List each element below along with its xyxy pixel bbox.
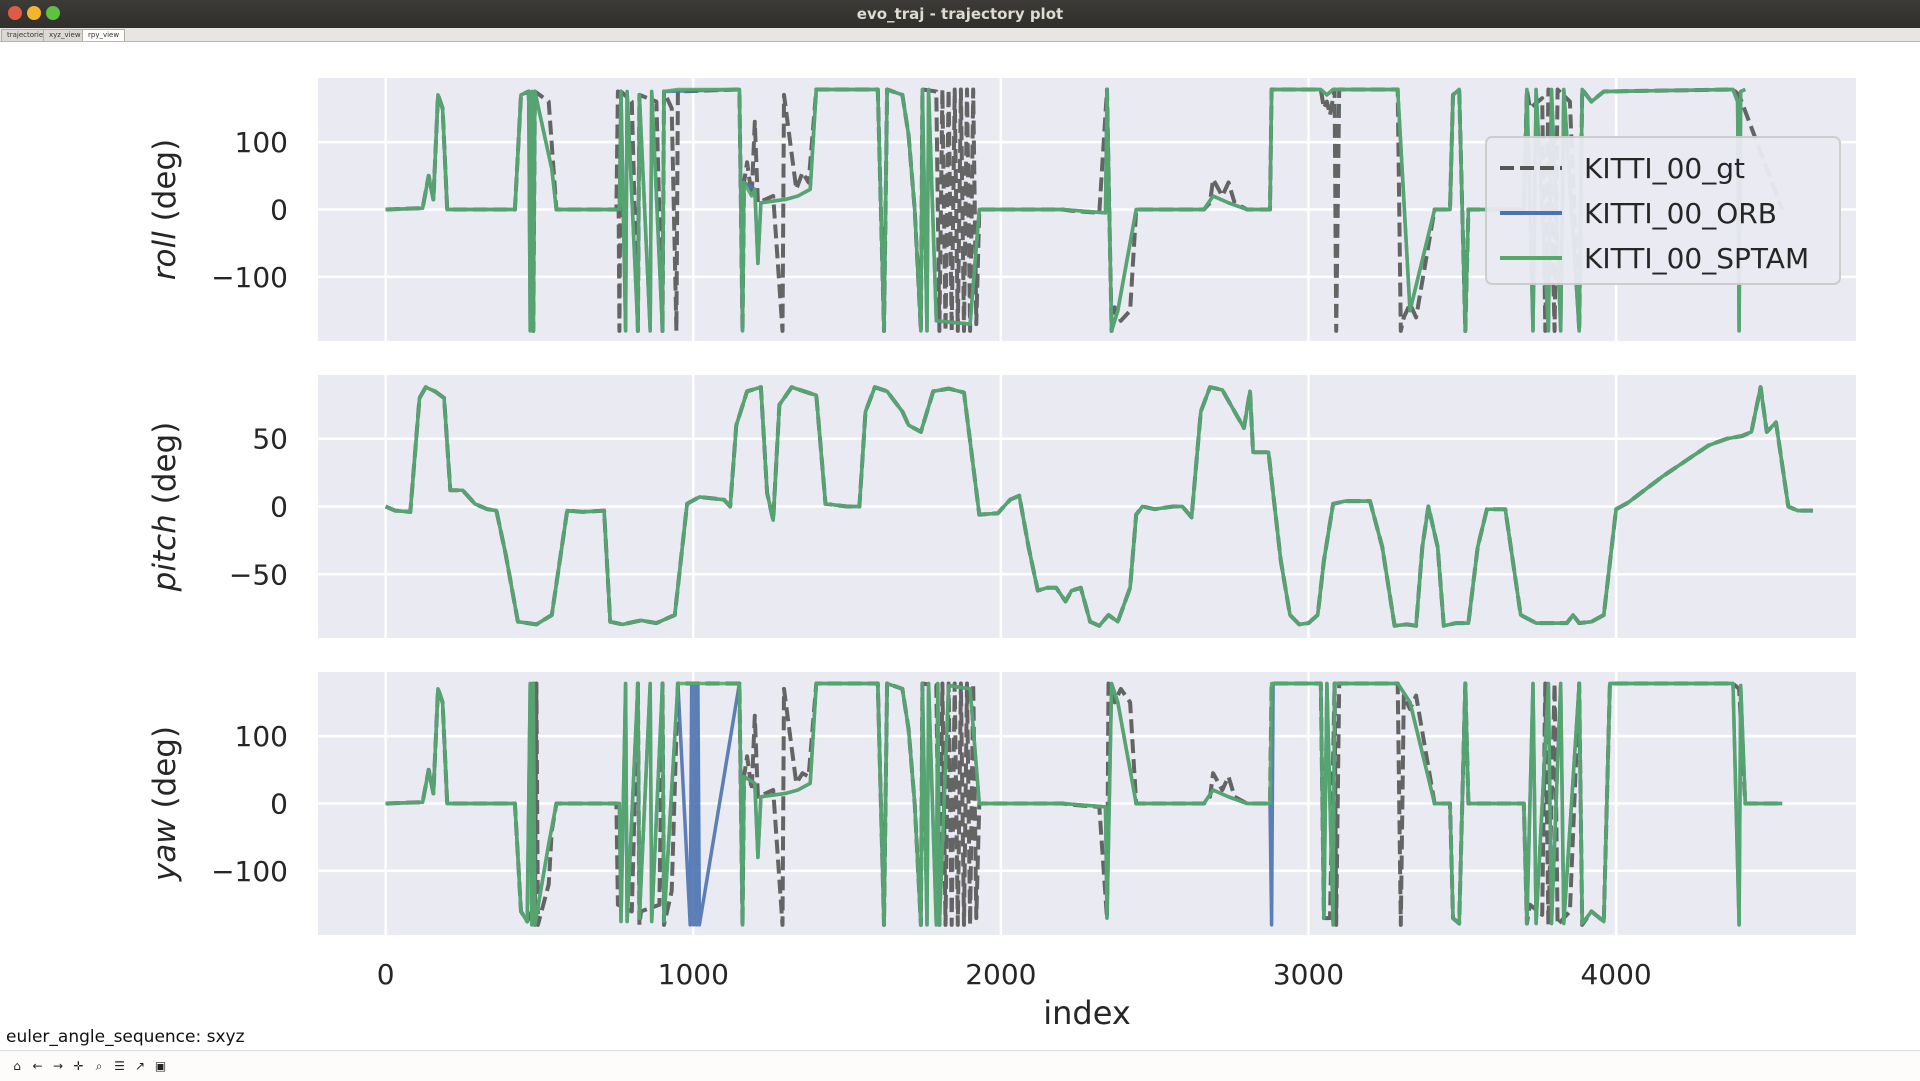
y-tick-label: 100 [235, 126, 288, 159]
y-tick-label: −100 [211, 261, 288, 294]
window-title: evo_traj - trajectory plot [0, 5, 1920, 23]
y-axis-label: pitch (deg) [147, 422, 183, 593]
legend-label: KITTI_00_ORB [1584, 197, 1777, 230]
configure-subplots-icon[interactable]: ☰ [112, 1058, 128, 1074]
y-tick-label: −100 [211, 855, 288, 888]
forward-arrow-icon[interactable]: → [50, 1058, 66, 1074]
edit-axes-icon[interactable]: ↗ [132, 1058, 148, 1074]
pan-icon[interactable]: ✛ [71, 1058, 87, 1074]
tab-rpy-view[interactable]: rpy_view [82, 29, 125, 41]
navigation-toolbar: ⌂ ← → ✛ ⌕ ☰ ↗ ▣ [0, 1050, 1920, 1081]
legend-label: KITTI_00_gt [1584, 152, 1745, 185]
x-axis-label: index [1043, 994, 1131, 1032]
x-tick-label: 1000 [658, 958, 729, 991]
y-axis-label: yaw (deg) [147, 726, 183, 882]
y-tick-label: 100 [235, 720, 288, 753]
y-tick-label: 0 [270, 194, 288, 227]
x-tick-label: 2000 [965, 958, 1036, 991]
tab-xyz-view[interactable]: xyz_view [43, 29, 87, 41]
legend-label: KITTI_00_SPTAM [1584, 242, 1809, 275]
zoom-icon[interactable]: ⌕ [91, 1058, 107, 1074]
y-axis-label: roll (deg) [147, 139, 183, 280]
x-tick-label: 0 [377, 958, 395, 991]
save-icon[interactable]: ▣ [153, 1058, 169, 1074]
y-tick-label: −50 [229, 558, 288, 591]
tab-bar: trajectories xyz_view rpy_view [0, 28, 1920, 42]
home-icon[interactable]: ⌂ [9, 1058, 25, 1074]
title-bar: evo_traj - trajectory plot [0, 0, 1920, 28]
status-text: euler_angle_sequence: sxyz [6, 1027, 245, 1047]
figure-canvas[interactable]: 100 0 −100 roll (deg) 50 0 −50 pitch (deg) 100 0−… [0, 42, 1920, 1050]
x-tick-label: 4000 [1580, 958, 1651, 991]
y-tick-label: 0 [270, 788, 288, 821]
back-arrow-icon[interactable]: ← [30, 1058, 46, 1074]
y-tick-label: 50 [252, 423, 288, 456]
x-tick-label: 3000 [1273, 958, 1344, 991]
y-tick-label: 0 [270, 491, 288, 524]
